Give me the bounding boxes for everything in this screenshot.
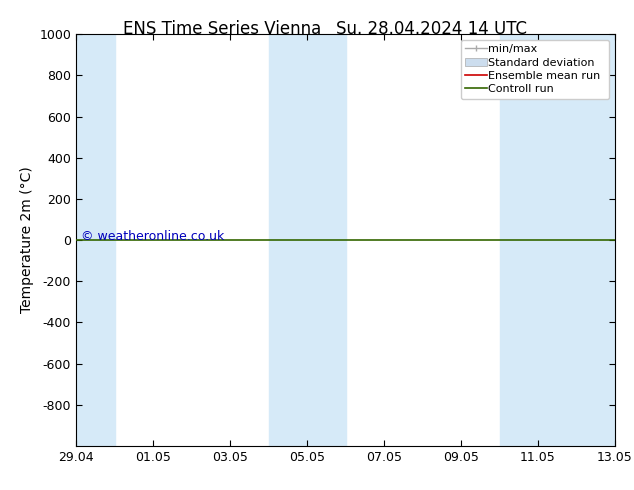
Text: © weatheronline.co.uk: © weatheronline.co.uk xyxy=(81,230,224,243)
Bar xyxy=(76,34,115,446)
Text: Su. 28.04.2024 14 UTC: Su. 28.04.2024 14 UTC xyxy=(335,20,527,38)
Legend: min/max, Standard deviation, Ensemble mean run, Controll run: min/max, Standard deviation, Ensemble me… xyxy=(460,40,609,99)
Bar xyxy=(269,34,346,446)
Text: ENS Time Series Vienna: ENS Time Series Vienna xyxy=(123,20,321,38)
Y-axis label: Temperature 2m (°C): Temperature 2m (°C) xyxy=(20,167,34,314)
Bar xyxy=(500,34,615,446)
